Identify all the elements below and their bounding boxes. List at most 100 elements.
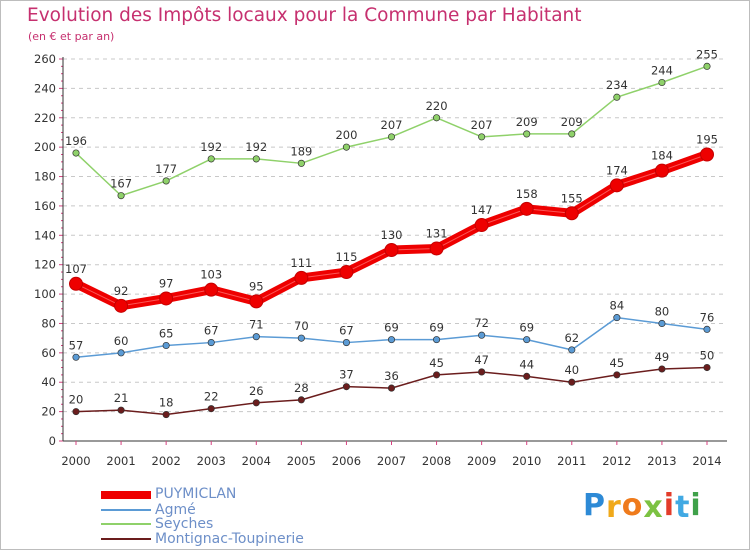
data-label: 45 xyxy=(429,356,444,370)
data-point xyxy=(700,147,714,162)
data-label: 40 xyxy=(564,363,579,377)
data-point xyxy=(613,314,621,322)
data-point xyxy=(519,201,534,216)
axes xyxy=(59,57,727,442)
data-point xyxy=(72,149,80,157)
data-point xyxy=(114,298,129,313)
data-point xyxy=(387,133,396,141)
chart-title: Evolution des Impôts locaux pour la Comm… xyxy=(27,5,582,26)
series-montignac-toupinerie: 20 21 18 22 26 28 37 36 45 47 44 40 45 49 50 xyxy=(69,349,715,419)
data-label: 44 xyxy=(519,357,534,371)
logo-letter: x xyxy=(643,490,664,525)
data-point xyxy=(207,339,215,347)
data-label: 196 xyxy=(65,134,87,148)
x-tick-label: 2001 xyxy=(106,454,135,468)
data-label: 167 xyxy=(110,177,132,191)
legend-swatch-seyches xyxy=(101,523,151,525)
logo-letter: i xyxy=(663,488,676,523)
data-label: 80 xyxy=(655,304,670,318)
data-label: 28 xyxy=(294,381,309,395)
data-point xyxy=(433,114,441,122)
data-label: 45 xyxy=(610,356,625,370)
x-tick-label: 2003 xyxy=(197,454,226,468)
x-tick-label: 2004 xyxy=(242,454,271,468)
y-tick-label: 60 xyxy=(41,346,56,360)
data-label: 192 xyxy=(200,140,222,154)
y-tick-label: 100 xyxy=(34,287,56,301)
legend-swatch-montignac-toupinerie xyxy=(101,538,151,540)
data-point xyxy=(384,243,399,257)
data-label: 209 xyxy=(561,115,583,129)
logo-letter: o xyxy=(621,488,644,523)
data-label: 69 xyxy=(429,321,444,335)
data-label: 103 xyxy=(200,268,222,282)
data-point xyxy=(568,378,576,386)
data-label: 97 xyxy=(159,276,174,290)
data-point xyxy=(387,384,396,392)
data-point xyxy=(523,372,531,380)
data-point xyxy=(613,93,621,101)
data-point xyxy=(117,192,125,200)
data-point xyxy=(433,371,441,379)
data-label: 76 xyxy=(700,310,715,324)
data-label: 69 xyxy=(519,321,534,335)
legend-label-puymiclan: PUYMICLAN xyxy=(155,486,237,502)
legend-label-montignac-toupinerie: Montignac-Toupinerie xyxy=(155,531,304,547)
y-tick-label: 20 xyxy=(41,405,56,419)
data-label: 155 xyxy=(561,191,583,205)
data-label: 47 xyxy=(474,353,489,367)
data-label: 22 xyxy=(204,390,219,404)
data-point xyxy=(568,346,576,354)
series-layer: 20 21 18 22 26 28 37 36 45 47 44 40 45 49 50 57 60 65 67 71… xyxy=(65,47,718,419)
x-tick-label: 2002 xyxy=(152,454,181,468)
data-label: 71 xyxy=(249,318,264,332)
data-point xyxy=(658,78,666,87)
data-label: 92 xyxy=(114,284,129,298)
x-tick-label: 2007 xyxy=(377,454,406,468)
data-label: 49 xyxy=(655,350,670,364)
data-point xyxy=(72,408,80,416)
data-label: 36 xyxy=(384,369,399,383)
data-point xyxy=(249,294,264,309)
data-label: 174 xyxy=(606,163,628,177)
y-tick-label: 40 xyxy=(41,375,56,389)
y-tick-label: 0 xyxy=(49,434,56,448)
data-label: 115 xyxy=(335,250,357,264)
series-agm-: 57 60 65 67 71 70 67 69 69 72 69 62 84 80 76 xyxy=(69,299,715,361)
y-axis-ticks: 0 20 40 60 80 100 120 140 160 180 200 220 240 260 xyxy=(34,52,56,448)
data-label: 84 xyxy=(610,299,625,313)
data-label: 65 xyxy=(159,327,174,341)
data-point xyxy=(252,155,260,163)
data-label: 70 xyxy=(294,319,309,333)
data-point xyxy=(703,62,711,70)
data-point xyxy=(387,336,396,344)
data-label: 26 xyxy=(249,384,264,398)
x-tick-label: 2006 xyxy=(332,454,361,468)
data-label: 244 xyxy=(651,64,673,78)
x-tick-label: 2012 xyxy=(602,454,631,468)
x-axis-ticks: 2000 2001 2002 2003 2004 2005 2006 2007 2008 2009… xyxy=(61,441,722,468)
x-tick-label: 2010 xyxy=(512,454,541,468)
data-label: 50 xyxy=(700,349,715,363)
data-point xyxy=(297,396,305,404)
data-label: 72 xyxy=(474,316,489,330)
data-point xyxy=(609,178,624,193)
data-label: 207 xyxy=(381,118,403,132)
data-label: 234 xyxy=(606,78,628,92)
data-label: 21 xyxy=(114,391,129,405)
y-tick-label: 240 xyxy=(34,81,56,95)
data-label: 220 xyxy=(426,99,448,113)
x-tick-label: 2009 xyxy=(467,454,496,468)
data-label: 18 xyxy=(159,396,174,410)
x-tick-label: 2013 xyxy=(647,454,676,468)
data-label: 95 xyxy=(249,279,264,293)
data-point xyxy=(564,206,579,221)
logo-letter: i xyxy=(690,488,702,523)
y-tick-label: 260 xyxy=(34,52,56,66)
data-point xyxy=(117,406,125,414)
data-point xyxy=(204,282,219,297)
data-label: 60 xyxy=(114,334,129,348)
y-tick-label: 140 xyxy=(34,228,56,242)
legend-label-agme: Agmé xyxy=(155,502,196,518)
